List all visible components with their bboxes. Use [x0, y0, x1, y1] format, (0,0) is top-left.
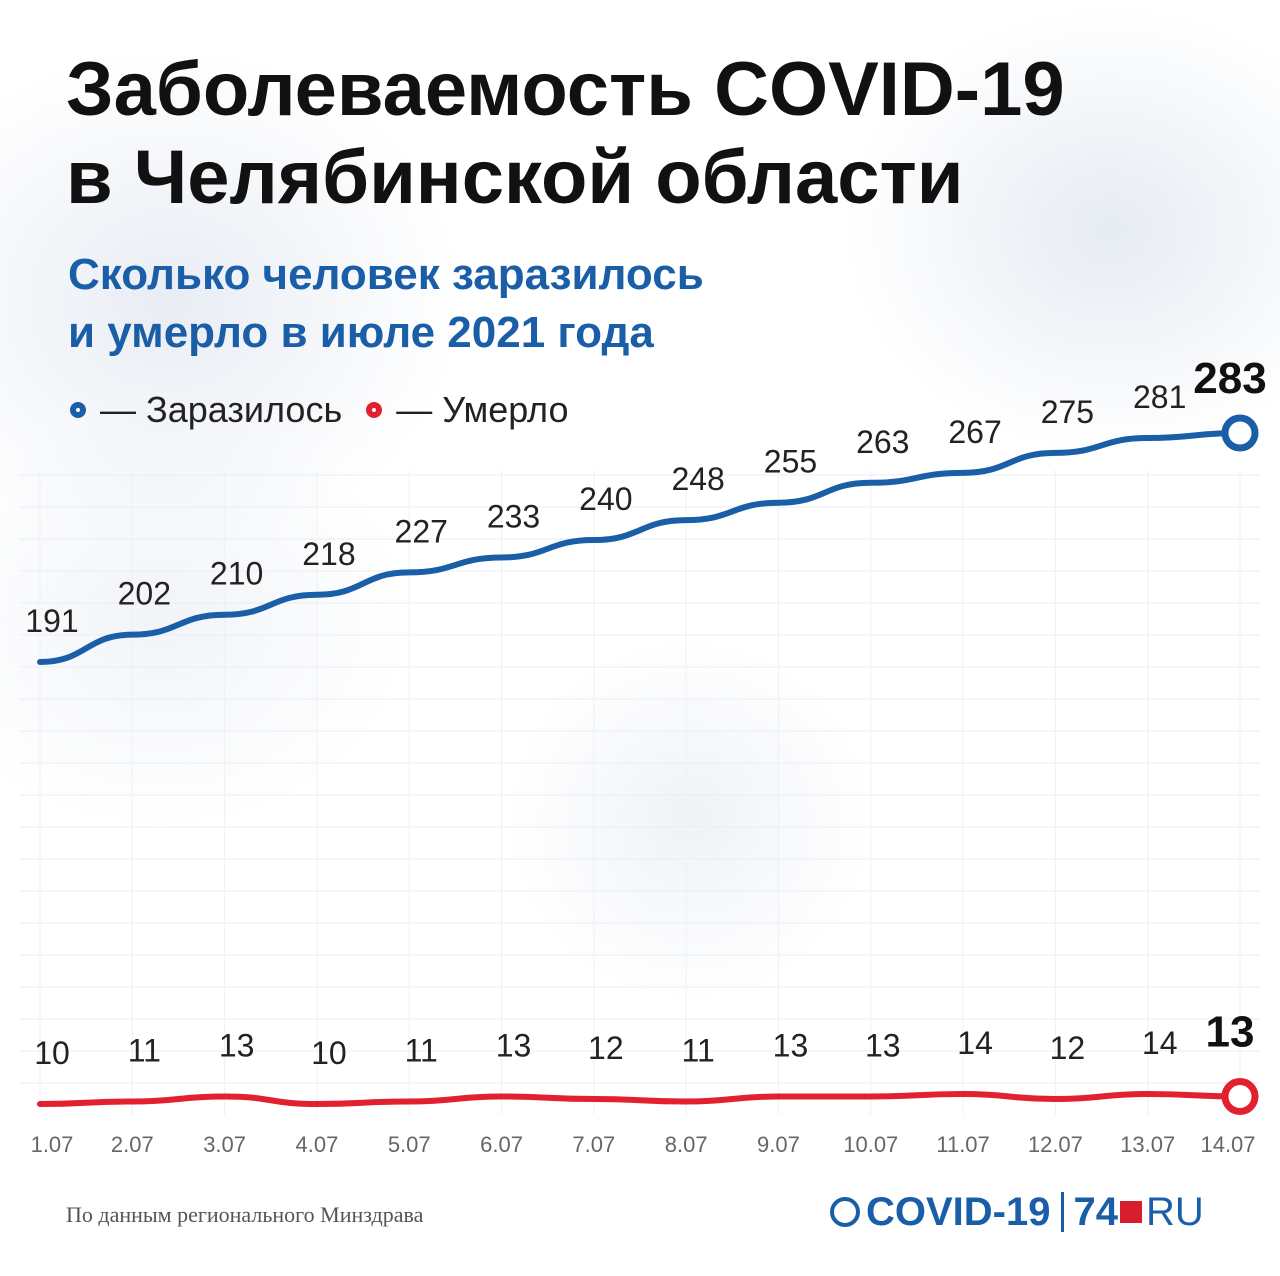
data-label: 12 — [588, 1030, 624, 1066]
x-tick-label: 12.07 — [1028, 1132, 1083, 1157]
data-label: 10 — [311, 1035, 347, 1071]
data-label: 275 — [1041, 394, 1094, 430]
data-label: 13 — [773, 1028, 809, 1064]
data-label: 263 — [856, 424, 909, 460]
data-label: 281 — [1133, 379, 1186, 415]
logo-number: 74 — [1073, 1189, 1119, 1234]
data-label: 13 — [219, 1028, 255, 1064]
data-label: 218 — [302, 536, 355, 572]
page-title: Заболеваемость COVID-19 в Челябинской об… — [66, 46, 1065, 222]
x-tick-label: 2.07 — [111, 1132, 154, 1157]
endpoint-marker-deaths — [1221, 1078, 1259, 1115]
data-label: 13 — [865, 1028, 901, 1064]
chart-subtitle: Сколько человек заразилось и умерло в ию… — [68, 246, 704, 362]
data-label: 13 — [1206, 1008, 1255, 1057]
data-label: 255 — [764, 444, 817, 480]
data-label: 11 — [405, 1033, 438, 1069]
data-label: 10 — [34, 1035, 70, 1071]
data-label: 210 — [210, 556, 263, 592]
virus-icon — [830, 1197, 860, 1227]
legend-item-infected: — Заразилось — [70, 389, 342, 431]
data-label: 13 — [496, 1028, 532, 1064]
data-label: 248 — [671, 461, 724, 497]
endpoint-marker-infected — [1221, 414, 1259, 452]
series-line-deaths — [37, 1090, 1243, 1108]
data-label: 283 — [1193, 354, 1266, 403]
chart-legend: — Заразилось — Умерло — [70, 388, 592, 432]
source-note: По данным регионального Минздрава — [66, 1202, 424, 1227]
data-label: 233 — [487, 498, 540, 534]
logo-covid-text: COVID-19 — [866, 1189, 1051, 1234]
x-tick-label: 8.07 — [665, 1132, 708, 1157]
data-label: 227 — [395, 513, 448, 549]
x-tick-label: 5.07 — [388, 1132, 431, 1157]
legend-marker-infected-icon — [70, 402, 86, 418]
data-label: 12 — [1050, 1030, 1086, 1066]
brand-logo: COVID-19 74 RU — [830, 1186, 1204, 1238]
subtitle-line-1: Сколько человек заразилось — [68, 250, 704, 299]
logo-red-square-icon — [1120, 1201, 1142, 1223]
data-label: 191 — [25, 603, 78, 639]
subtitle-line-2: и умерло в июле 2021 года — [68, 308, 654, 357]
data-label: 14 — [957, 1025, 993, 1061]
data-label: 11 — [682, 1033, 715, 1069]
title-line-1: Заболеваемость COVID-19 — [66, 47, 1065, 132]
x-tick-label: 10.07 — [843, 1132, 898, 1157]
title-line-2: в Челябинской области — [66, 135, 964, 220]
legend-marker-deaths-icon — [366, 402, 383, 418]
logo-divider — [1060, 1192, 1064, 1232]
legend-item-deaths: — Умерло — [366, 389, 568, 431]
data-label: 11 — [128, 1033, 161, 1069]
logo-ru-text: RU — [1146, 1189, 1204, 1234]
x-tick-label: 4.07 — [296, 1132, 339, 1157]
x-tick-label: 14.07 — [1200, 1132, 1255, 1157]
x-tick-label: 3.07 — [203, 1132, 246, 1157]
data-label: 202 — [118, 576, 171, 612]
legend-label-infected: — Заразилось — [100, 389, 343, 430]
data-label: 240 — [579, 481, 632, 517]
series-line-infected — [37, 430, 1243, 665]
x-tick-label: 13.07 — [1120, 1132, 1175, 1157]
data-label: 267 — [948, 414, 1001, 450]
legend-label-deaths: — Умерло — [396, 389, 569, 430]
x-tick-label: 1.07 — [31, 1132, 74, 1157]
x-tick-label: 11.07 — [936, 1132, 989, 1157]
x-tick-label: 7.07 — [572, 1132, 615, 1157]
x-tick-label: 6.07 — [480, 1132, 523, 1157]
data-label: 14 — [1142, 1025, 1178, 1061]
x-tick-label: 9.07 — [757, 1132, 800, 1157]
